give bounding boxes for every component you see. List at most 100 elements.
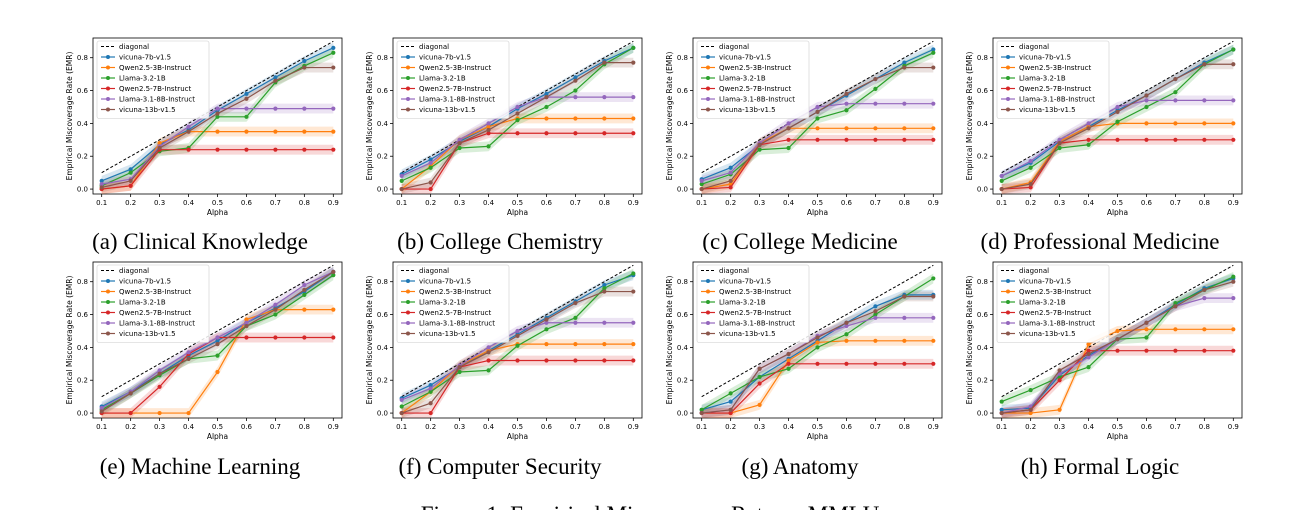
data-point [1144, 327, 1149, 332]
y-tick-label: 0.4 [377, 344, 389, 352]
legend-marker [706, 97, 710, 101]
data-point [873, 315, 878, 320]
y-tick-label: 0.6 [677, 87, 689, 95]
data-point [244, 91, 249, 96]
subfigure-caption-4: (d) Professional Medicine [981, 229, 1220, 254]
data-point [573, 300, 578, 306]
x-axis-label: Alpha [507, 208, 528, 217]
legend-marker [706, 65, 710, 70]
legend-entry-1: vicuna-7b-v1.5 [719, 278, 771, 286]
legend-marker [706, 331, 710, 336]
legend-marker [706, 310, 710, 315]
legend-entry-diagonal: diagonal [419, 267, 449, 275]
y-axis-label: Empirical Miscoverage Rate (EMR) [965, 276, 974, 405]
x-tick-label: 0.9 [1228, 199, 1239, 207]
y-tick-label: 0.2 [77, 377, 88, 385]
x-tick-label: 0.3 [454, 423, 465, 431]
y-tick-label: 0.2 [77, 153, 88, 161]
x-tick-label: 0.6 [241, 423, 253, 431]
legend-entry-3: Llama-3.2-1B [1019, 75, 1066, 83]
x-axis-label: Alpha [207, 208, 228, 217]
data-point [128, 410, 133, 416]
data-point [457, 364, 462, 370]
x-tick-label: 0.7 [270, 423, 281, 431]
data-point [215, 129, 220, 134]
data-point [457, 145, 462, 151]
data-point [302, 292, 307, 297]
series-band-6 [401, 57, 634, 194]
data-point [399, 178, 404, 183]
legend-entry-4: Qwen2.5-7B-Instruct [419, 85, 491, 93]
data-point [1231, 348, 1236, 353]
series-band-2 [1001, 118, 1234, 194]
legend-entry-5: Llama-3.1-8B-Instruct [1019, 320, 1095, 328]
legend: diagonal vicuna-7b-v1.5 Qwen2.5-3B-Instruc… [696, 264, 810, 343]
x-tick-label: 0.2 [725, 199, 736, 207]
legend-marker [1006, 310, 1010, 315]
x-tick-label: 0.6 [541, 423, 553, 431]
data-point [273, 307, 278, 312]
data-point [128, 170, 133, 175]
data-point [602, 116, 607, 121]
legend-marker [1006, 321, 1010, 325]
y-tick-label: 0.0 [77, 410, 88, 418]
legend: diagonal vicuna-7b-v1.5 Qwen2.5-3B-Instruc… [396, 264, 510, 343]
legend-entry-diagonal: diagonal [419, 43, 449, 51]
legend-entry-2: Qwen2.5-3B-Instruct [419, 64, 491, 72]
data-point [902, 315, 907, 320]
legend-marker [106, 65, 110, 70]
data-point [1173, 121, 1178, 126]
data-point [99, 182, 104, 187]
data-point [728, 391, 733, 396]
series-band-6 [1001, 59, 1234, 195]
legend-marker [106, 55, 110, 59]
data-point [331, 273, 336, 278]
y-tick-label: 0.8 [377, 278, 388, 286]
series-band-6 [701, 62, 934, 195]
y-tick-label: 0.6 [677, 311, 689, 319]
legend-marker [1006, 65, 1010, 70]
diagonal-line [101, 40, 334, 174]
data-point [1231, 137, 1236, 142]
data-point [486, 127, 491, 133]
data-point [699, 178, 704, 183]
data-point [999, 186, 1004, 192]
data-point [157, 371, 162, 376]
data-point [1115, 328, 1120, 334]
data-point [844, 320, 849, 325]
data-point [873, 304, 878, 309]
data-point [515, 131, 520, 136]
data-point [786, 361, 791, 366]
x-tick-label: 0.4 [1083, 423, 1095, 431]
x-tick-label: 0.5 [812, 423, 823, 431]
data-point [786, 137, 791, 142]
legend-entry-diagonal: diagonal [119, 43, 149, 51]
legend-box [396, 264, 510, 343]
data-point [186, 147, 191, 152]
legend-marker [106, 331, 110, 336]
legend-entry-6: vicuna-13b-v1.5 [1019, 106, 1076, 114]
data-point [1173, 76, 1178, 82]
data-point [815, 137, 820, 142]
data-point [428, 386, 433, 391]
data-point [331, 65, 336, 70]
y-tick-label: 0.8 [377, 54, 388, 62]
data-point [902, 294, 907, 299]
data-point [457, 140, 462, 146]
data-point [544, 104, 549, 110]
legend-entry-4: Qwen2.5-7B-Instruct [1019, 309, 1091, 317]
data-point [786, 121, 791, 126]
series-band-5 [1001, 95, 1234, 181]
y-tick-label: 0.0 [677, 186, 688, 194]
data-point [186, 350, 191, 355]
data-point [428, 401, 433, 406]
y-tick-label: 0.8 [677, 54, 688, 62]
series-band-2 [401, 339, 634, 418]
data-point [515, 343, 520, 348]
data-point [399, 173, 404, 179]
data-point [602, 289, 607, 294]
x-axis-label: Alpha [807, 432, 828, 441]
data-point [573, 116, 578, 121]
y-tick-label: 0.2 [677, 377, 688, 385]
legend-box [96, 264, 210, 343]
